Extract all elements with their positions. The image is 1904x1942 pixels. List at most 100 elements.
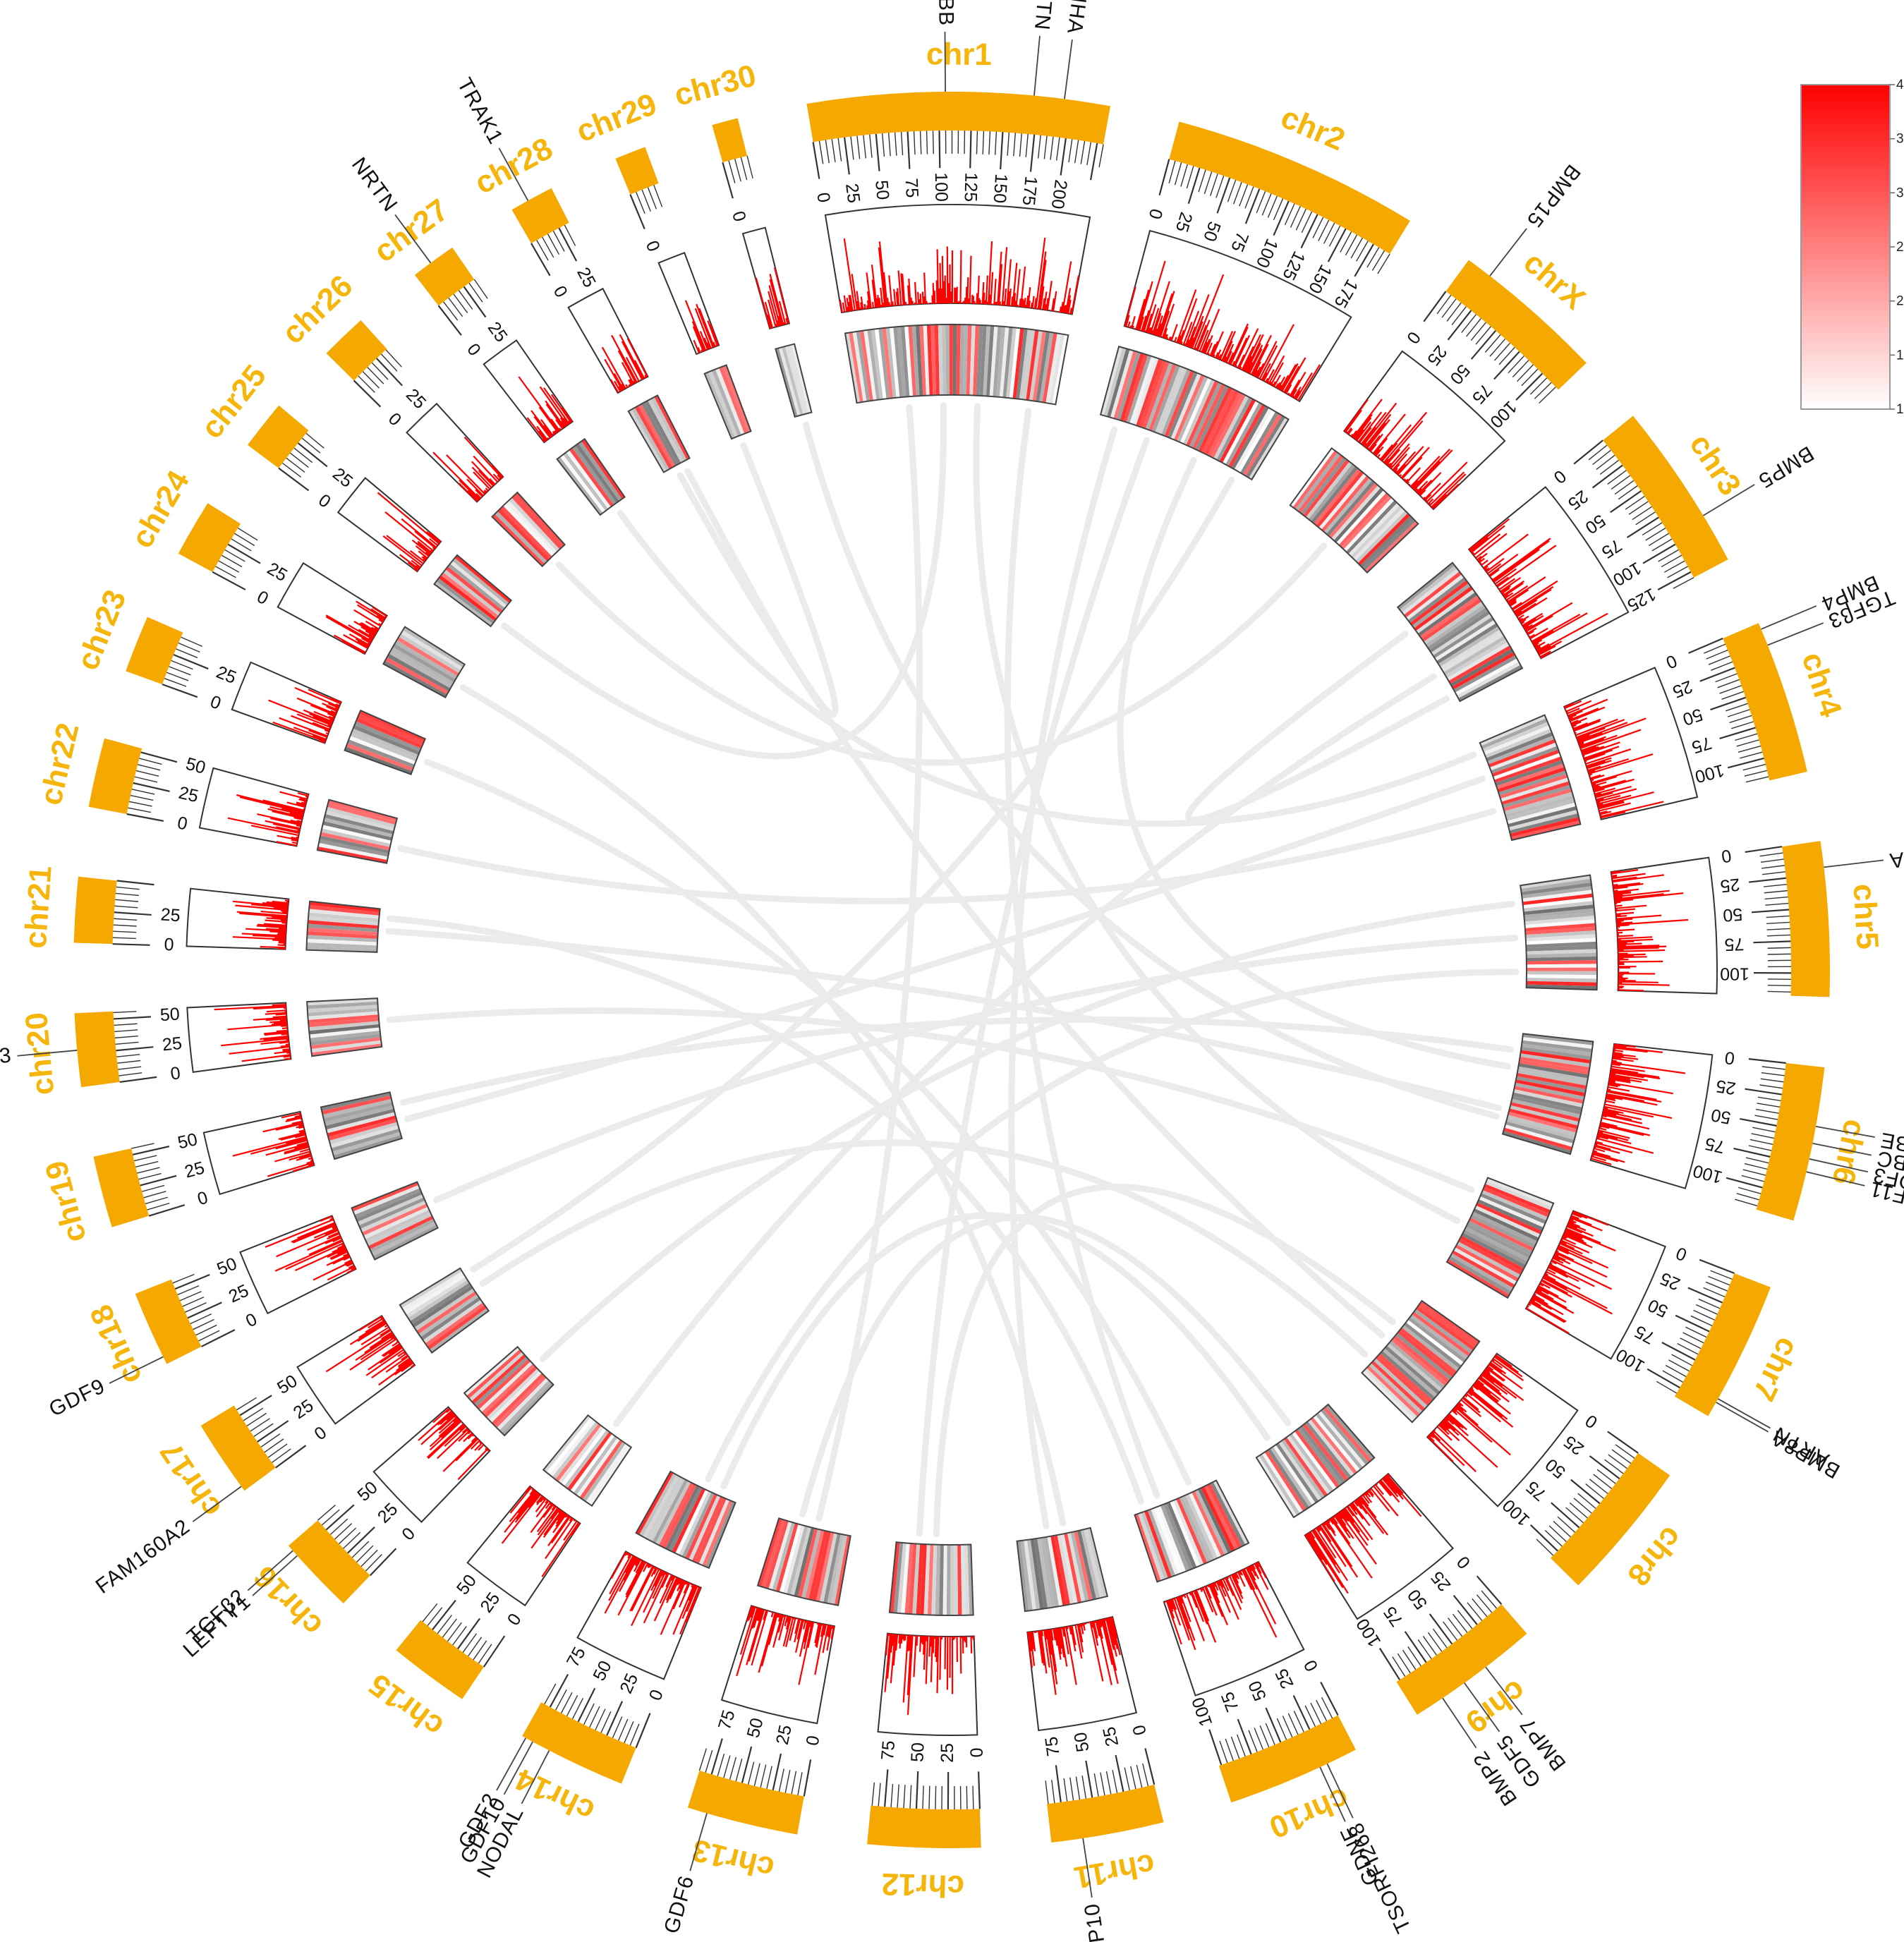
tick-mark — [457, 1618, 481, 1649]
density-bars-chr16 — [418, 1407, 490, 1481]
tick-mark — [1740, 1117, 1777, 1127]
tick-label: 25 — [842, 182, 863, 204]
heatmap-frame — [1016, 1527, 1109, 1613]
tick-label: 25 — [573, 264, 600, 291]
tick-mark — [1760, 1078, 1784, 1083]
tick-mark — [422, 1603, 438, 1622]
gene-label: BMP3 — [0, 1043, 13, 1072]
link-chr28-chr8 — [677, 472, 1385, 1339]
tick-mark — [928, 1785, 930, 1809]
chromosome-label-chr22: chr22 — [33, 720, 85, 808]
tick-mark — [1693, 1309, 1715, 1321]
tick-mark — [1710, 696, 1746, 711]
tick-mark — [1706, 649, 1728, 660]
tick-mark — [462, 1633, 478, 1653]
tick-mark — [1750, 1139, 1773, 1146]
tick-label: 0 — [728, 209, 750, 224]
tick-mark — [1019, 133, 1022, 157]
tick-mark — [1292, 1695, 1311, 1730]
density-frame-chrX — [1342, 350, 1506, 511]
tick-label: 50 — [214, 1254, 240, 1279]
heatmap-chr16 — [463, 1345, 554, 1437]
tick-mark — [267, 1443, 288, 1458]
tick-mark — [875, 133, 880, 171]
tick-mark — [577, 1687, 596, 1723]
tick-mark — [1759, 1084, 1783, 1089]
tick-mark — [1371, 250, 1385, 271]
heatmap-chr25 — [433, 554, 513, 628]
tick-mark — [1489, 338, 1506, 357]
gene-pointer — [498, 147, 529, 201]
tick-mark — [334, 1523, 353, 1540]
tick-mark — [119, 1072, 143, 1076]
tick-mark — [1708, 655, 1730, 665]
tick-label: 0 — [254, 587, 272, 609]
link-chr11-chr24 — [459, 684, 1067, 1527]
tick-mark — [1753, 940, 1791, 944]
tick-mark — [1592, 449, 1611, 466]
tick-mark — [1588, 444, 1608, 461]
link-chr21-chr10 — [386, 915, 1144, 1505]
tick-mark — [1708, 1275, 1730, 1286]
heatmap-chr5 — [1520, 874, 1598, 991]
ideogram-chr20 — [74, 1011, 120, 1088]
density-frame-chr18 — [239, 1215, 357, 1315]
tick-label: 25 — [290, 1395, 317, 1423]
tick-mark — [1256, 190, 1266, 214]
tick-label: 25 — [938, 1743, 957, 1763]
legend-tick-label: 4.00 — [1896, 78, 1904, 92]
tick-label: 0 — [1145, 207, 1167, 221]
tick-mark — [1397, 1653, 1411, 1674]
gene-pointer — [1812, 1142, 1872, 1156]
tick-mark — [825, 140, 830, 164]
tick-mark — [1626, 516, 1659, 538]
tick-mark — [148, 1204, 186, 1217]
tick-mark — [1757, 1096, 1781, 1102]
tick-mark — [1544, 1529, 1563, 1547]
tick-mark — [113, 1016, 152, 1020]
tick-mark — [1745, 1157, 1769, 1164]
tick-mark — [164, 678, 187, 687]
tick-mark — [1447, 310, 1472, 341]
heatmap-frame — [351, 1181, 439, 1261]
ideogram-chr15 — [396, 1620, 484, 1699]
tick-label: 25 — [484, 318, 511, 346]
tick-label: 0 — [243, 1309, 260, 1331]
tick-mark — [1534, 382, 1552, 399]
link-chr26-chrX — [555, 542, 1328, 766]
tick-mark — [1180, 164, 1188, 187]
legend-tick-label: 3.50 — [1896, 132, 1904, 147]
tick-label: 50 — [1722, 904, 1743, 926]
tick-label: 125 — [1278, 248, 1309, 284]
tick-mark — [915, 1771, 919, 1809]
gene-label: FAM160A2 — [92, 1515, 195, 1598]
tick-mark — [1377, 253, 1390, 274]
chromosome-label-chr18: chr18 — [83, 1299, 149, 1389]
density-bars-chrX — [1344, 399, 1468, 510]
tick-mark — [1098, 144, 1104, 168]
heatmap-chr22 — [316, 799, 399, 864]
ideogram-chr19 — [93, 1148, 150, 1227]
link-chr4-chr19 — [404, 775, 1486, 1122]
heatmap-frame — [382, 626, 466, 698]
gene-pointer — [1082, 1838, 1093, 1898]
tick-mark — [1244, 186, 1254, 209]
tick-mark — [766, 1766, 772, 1789]
tick-mark — [131, 1143, 154, 1149]
ideogram-chr30 — [712, 118, 748, 163]
ticks-chr12: 0 25 50 75 — [871, 1740, 987, 1809]
tick-mark — [1055, 1765, 1062, 1803]
tick-mark — [913, 131, 916, 155]
tick-mark — [1236, 1734, 1246, 1757]
tick-mark — [1301, 211, 1313, 233]
tick-mark — [1596, 454, 1615, 471]
heatmap-frame — [1479, 714, 1582, 842]
tick-mark — [1267, 195, 1278, 218]
tick-label: 100 — [1693, 760, 1726, 787]
tick-mark — [1025, 133, 1029, 157]
gene-pointer — [1815, 1125, 1875, 1138]
tick-mark — [894, 132, 897, 156]
tick-label: 50 — [1199, 219, 1225, 244]
tick-mark — [1144, 1748, 1156, 1785]
